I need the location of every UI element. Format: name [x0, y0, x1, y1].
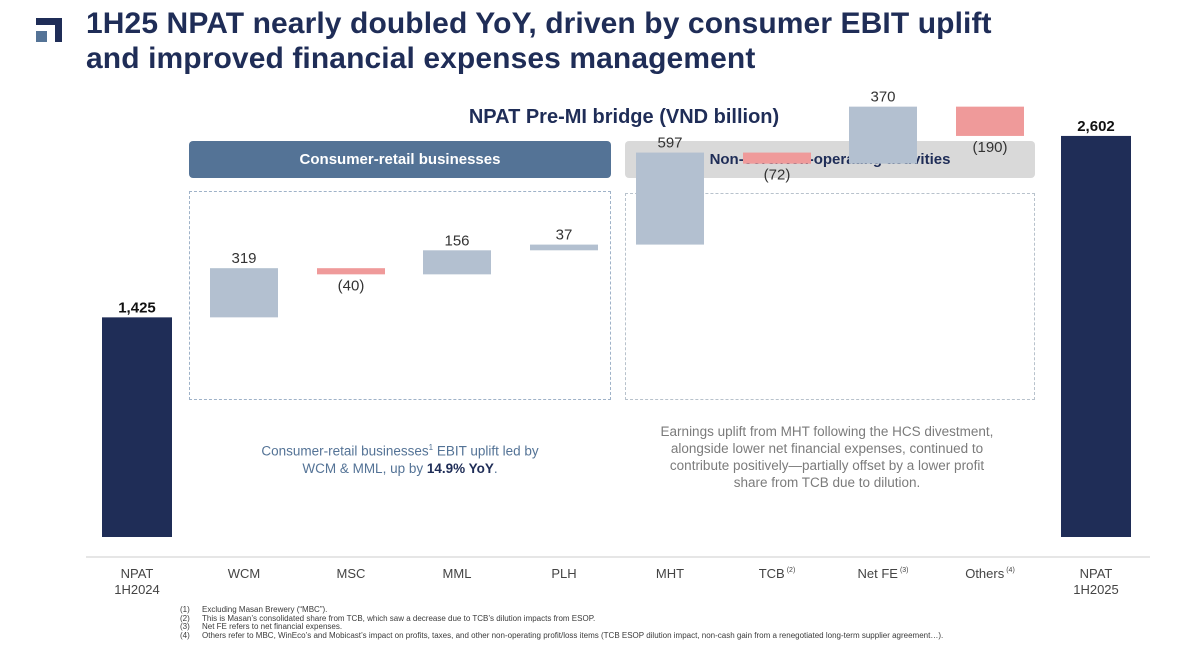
bar-npat-1h2024: [102, 317, 172, 537]
footnote-number: (1): [180, 605, 190, 614]
category-label-net-fe: Net FE (3): [857, 566, 908, 581]
non-core-dashed-box: [625, 193, 1035, 400]
bar-net-fe: [849, 106, 917, 164]
slide-title-line-2: and improved financial expenses manageme…: [86, 42, 756, 75]
consumer-retail-dashed-box: [189, 191, 611, 400]
bar-tcb: [743, 152, 811, 164]
non-core-note-line-2: alongside lower net financial expenses, …: [670, 441, 984, 456]
bar-mml: [423, 250, 491, 275]
value-label-tcb: (72): [764, 167, 791, 184]
footnote-4: (4) Others refer to MBC, WinEco’s and Mob…: [180, 630, 944, 641]
consumer-note-footnote-ref: 1: [428, 443, 434, 452]
footnote-text: Excluding Masan Brewery (“MBC”).: [202, 605, 328, 614]
value-label-net-fe: 370: [870, 89, 895, 106]
category-label-npat-1h2024: 1H2024: [114, 582, 160, 597]
category-label-mml: MML: [443, 566, 472, 581]
non-core-note: Earnings uplift from MHT following the H…: [612, 423, 1042, 491]
category-label-npat-1h2025: NPAT: [1080, 566, 1113, 581]
consumer-note-end: .: [493, 460, 498, 476]
company-logo: [36, 18, 62, 42]
bar-mht: [636, 152, 704, 245]
category-footnote-ref: (3): [900, 567, 909, 574]
category-label-tcb: TCB (2): [759, 566, 796, 581]
bar-wcm: [210, 268, 278, 318]
non-core-note-line-1: Earnings uplift from MHT following the H…: [660, 424, 994, 439]
non-core-note-line-3: contribute positively—partially offset b…: [669, 458, 985, 473]
footnotes: (1) Excluding Masan Brewery (“MBC”). (2) T…: [180, 605, 944, 641]
footnote-2: (2) This is Masan’s consolidated share fr…: [180, 613, 943, 624]
bar-plh: [530, 244, 598, 251]
category-footnote-ref: (2): [787, 567, 796, 574]
category-label-npat-1h2025: 1H2025: [1073, 582, 1119, 597]
consumer-note-text-2: EBIT uplift led by: [433, 443, 539, 459]
footnote-number: (2): [180, 613, 190, 623]
footnote-1: (1) Excluding Masan Brewery (“MBC”).: [180, 605, 943, 615]
category-label-npat-1h2024: NPAT: [121, 566, 154, 581]
value-label-msc: (40): [338, 277, 365, 294]
slide-title: 1H25 NPAT nearly doubled YoY, driven by …: [86, 6, 1186, 76]
category-label-plh: PLH: [551, 566, 576, 581]
value-label-npat-1h2025: 2,602: [1077, 118, 1115, 135]
consumer-retail-header: Consumer-retail businesses: [189, 141, 611, 178]
footnote-text: This is Masan’s consolidated share from …: [202, 613, 596, 623]
value-label-npat-1h2024: 1,425: [118, 299, 156, 316]
value-label-mml: 156: [444, 232, 469, 249]
value-label-wcm: 319: [231, 250, 256, 267]
footnote-text: Others refer to MBC, WinEco’s and Mobica…: [202, 630, 944, 640]
consumer-note-text-3: WCM & MML, up by: [302, 460, 427, 476]
value-label-plh: 37: [556, 227, 573, 244]
slide-title-line-1: 1H25 NPAT nearly doubled YoY, driven by …: [86, 7, 992, 40]
footnote-text: Net FE refers to net financial expenses.: [202, 622, 343, 632]
consumer-retail-note: Consumer-retail businesses1 EBIT uplift …: [200, 439, 600, 477]
category-label-others: Others (4): [965, 566, 1015, 581]
consumer-note-text-1: Consumer-retail businesses: [261, 443, 429, 459]
consumer-note-growth: 14.9% YoY: [426, 460, 494, 476]
non-core-note-line-4: share from TCB due to dilution.: [733, 475, 921, 490]
footnote-number: (4): [180, 630, 190, 640]
bar-others: [956, 106, 1024, 136]
category-label-msc: MSC: [337, 566, 366, 581]
category-label-wcm: WCM: [228, 566, 261, 581]
chart-title: NPAT Pre-MI bridge (VND billion): [468, 106, 780, 128]
value-label-mht: 597: [657, 135, 682, 152]
value-label-others: (190): [972, 139, 1007, 156]
bar-npat-1h2025: [1061, 135, 1131, 537]
footnote-number: (3): [180, 622, 190, 632]
bar-msc: [317, 268, 385, 275]
category-label-mht: MHT: [656, 566, 684, 581]
category-footnote-ref: (4): [1006, 567, 1015, 574]
footnote-3: (3) Net FE refers to net financial expens…: [180, 623, 943, 632]
